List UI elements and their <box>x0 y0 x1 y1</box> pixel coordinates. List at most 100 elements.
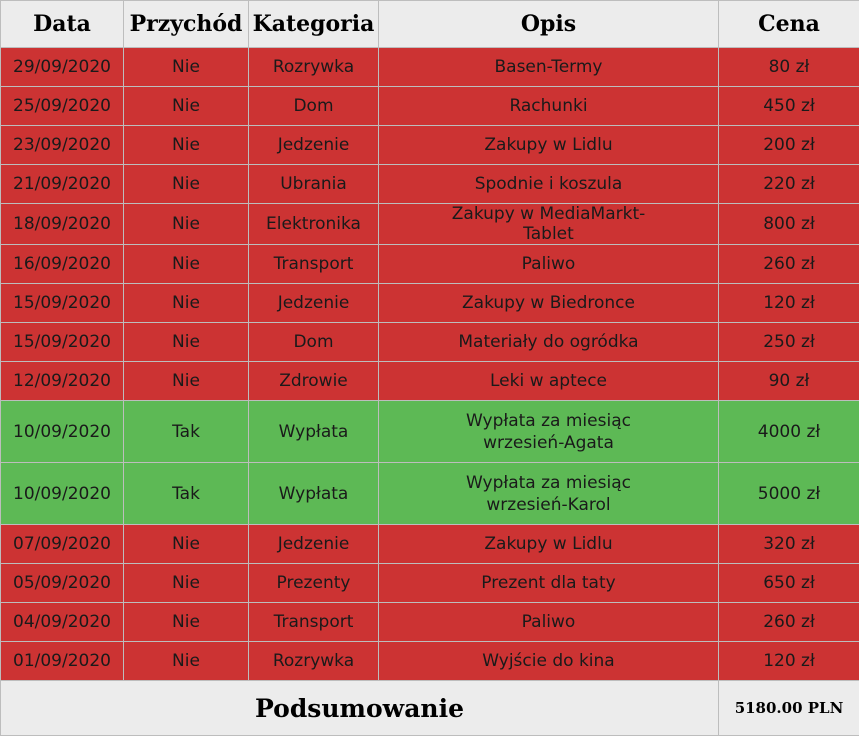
header-date: Data <box>0 0 124 48</box>
description-text: Wypłata za miesiąc wrzesień-Karol <box>466 472 631 515</box>
cell-category: Jedzenie <box>248 524 379 564</box>
table-row: 29/09/2020 Nie Rozrywka Basen-Termy 80 zł <box>0 47 859 87</box>
cell-date: 15/09/2020 <box>0 283 124 323</box>
cell-description: Materiały do ogródka <box>378 322 719 362</box>
header-row: Data Przychód Kategoria Opis Cena <box>0 0 859 48</box>
table-row: 16/09/2020 Nie Transport Paliwo 260 zł <box>0 244 859 284</box>
description-text: Wyjście do kina <box>482 651 615 671</box>
description-text: Leki w aptece <box>489 371 608 391</box>
table-row: 12/09/2020 Nie Zdrowie Leki w aptece 90 zł <box>0 361 859 401</box>
cell-description: Wypłata za miesiąc wrzesień-Karol <box>378 462 719 525</box>
cell-category: Dom <box>248 86 379 126</box>
cell-date: 25/09/2020 <box>0 86 124 126</box>
cell-price: 90 zł <box>718 361 859 401</box>
cell-date: 29/09/2020 <box>0 47 124 87</box>
cell-price: 80 zł <box>718 47 859 87</box>
cell-category: Ubrania <box>248 164 379 204</box>
description-text: Spodnie i koszula <box>474 174 623 194</box>
cell-price: 800 zł <box>718 203 859 245</box>
description-text: Prezent dla taty <box>481 573 616 593</box>
description-text: Basen-Termy <box>494 57 603 77</box>
cell-price: 320 zł <box>718 524 859 564</box>
cell-date: 07/09/2020 <box>0 524 124 564</box>
cell-description: Paliwo <box>378 244 719 284</box>
cell-category: Rozrywka <box>248 47 379 87</box>
cell-income: Nie <box>123 283 249 323</box>
cell-price: 120 zł <box>718 641 859 681</box>
description-text: Wypłata za miesiąc wrzesień-Agata <box>466 410 631 453</box>
header-income: Przychód <box>123 0 249 48</box>
summary-label: Podsumowanie <box>0 680 719 736</box>
summary-value: 5180.00 PLN <box>718 680 859 736</box>
cell-date: 23/09/2020 <box>0 125 124 165</box>
cell-description: Zakupy w MediaMarkt-Tablet <box>378 203 719 245</box>
cell-date: 01/09/2020 <box>0 641 124 681</box>
description-text: Zakupy w Lidlu <box>484 534 613 554</box>
cell-date: 18/09/2020 <box>0 203 124 245</box>
cell-description: Basen-Termy <box>378 47 719 87</box>
description-text: Paliwo <box>521 612 576 632</box>
summary-row: Podsumowanie 5180.00 PLN <box>0 680 859 736</box>
cell-income: Tak <box>123 462 249 525</box>
cell-income: Tak <box>123 400 249 463</box>
cell-category: Rozrywka <box>248 641 379 681</box>
cell-date: 12/09/2020 <box>0 361 124 401</box>
cell-date: 10/09/2020 <box>0 400 124 463</box>
cell-description: Zakupy w Biedronce <box>378 283 719 323</box>
cell-category: Elektronika <box>248 203 379 245</box>
header-category: Kategoria <box>248 0 379 48</box>
table-row: 10/09/2020 Tak Wypłata Wypłata za miesiąc w… <box>0 462 859 525</box>
cell-price: 650 zł <box>718 563 859 603</box>
cell-income: Nie <box>123 47 249 87</box>
cell-income: Nie <box>123 244 249 284</box>
cell-price: 260 zł <box>718 244 859 284</box>
table-row: 07/09/2020 Nie Jedzenie Zakupy w Lidlu 320 z… <box>0 524 859 564</box>
header-price: Cena <box>718 0 859 48</box>
cell-category: Jedzenie <box>248 125 379 165</box>
table-row: 15/09/2020 Nie Jedzenie Zakupy w Biedronce 1… <box>0 283 859 323</box>
cell-income: Nie <box>123 322 249 362</box>
cell-price: 250 zł <box>718 322 859 362</box>
table-row: 18/09/2020 Nie Elektronika Zakupy w MediaMa… <box>0 203 859 245</box>
cell-description: Zakupy w Lidlu <box>378 524 719 564</box>
table-row: 21/09/2020 Nie Ubrania Spodnie i koszula 220… <box>0 164 859 204</box>
cell-price: 120 zł <box>718 283 859 323</box>
cell-category: Dom <box>248 322 379 362</box>
cell-date: 21/09/2020 <box>0 164 124 204</box>
cell-date: 05/09/2020 <box>0 563 124 603</box>
cell-income: Nie <box>123 641 249 681</box>
cell-description: Paliwo <box>378 602 719 642</box>
table-row: 23/09/2020 Nie Jedzenie Zakupy w Lidlu 200 z… <box>0 125 859 165</box>
cell-description: Prezent dla taty <box>378 563 719 603</box>
cell-income: Nie <box>123 524 249 564</box>
description-text: Zakupy w Lidlu <box>484 135 613 155</box>
cell-income: Nie <box>123 361 249 401</box>
description-text: Zakupy w MediaMarkt-Tablet <box>451 204 646 244</box>
cell-description: Spodnie i koszula <box>378 164 719 204</box>
table-header: Data Przychód Kategoria Opis Cena <box>0 0 859 48</box>
cell-description: Wyjście do kina <box>378 641 719 681</box>
cell-price: 200 zł <box>718 125 859 165</box>
cell-price: 220 zł <box>718 164 859 204</box>
cell-income: Nie <box>123 563 249 603</box>
cell-income: Nie <box>123 164 249 204</box>
cell-category: Wypłata <box>248 462 379 525</box>
table-row: 01/09/2020 Nie Rozrywka Wyjście do kina 120 … <box>0 641 859 681</box>
cell-date: 15/09/2020 <box>0 322 124 362</box>
cell-price: 4000 zł <box>718 400 859 463</box>
cell-income: Nie <box>123 602 249 642</box>
table-row: 04/09/2020 Nie Transport Paliwo 260 zł <box>0 602 859 642</box>
header-description: Opis <box>378 0 719 48</box>
table-row: 25/09/2020 Nie Dom Rachunki 450 zł <box>0 86 859 126</box>
table-row: 15/09/2020 Nie Dom Materiały do ogródka 250 … <box>0 322 859 362</box>
description-text: Rachunki <box>509 96 588 116</box>
cell-price: 260 zł <box>718 602 859 642</box>
cell-description: Zakupy w Lidlu <box>378 125 719 165</box>
cell-category: Transport <box>248 244 379 284</box>
cell-price: 450 zł <box>718 86 859 126</box>
cell-date: 10/09/2020 <box>0 462 124 525</box>
table-footer: Podsumowanie 5180.00 PLN <box>0 680 859 736</box>
cell-category: Prezenty <box>248 563 379 603</box>
cell-income: Nie <box>123 125 249 165</box>
